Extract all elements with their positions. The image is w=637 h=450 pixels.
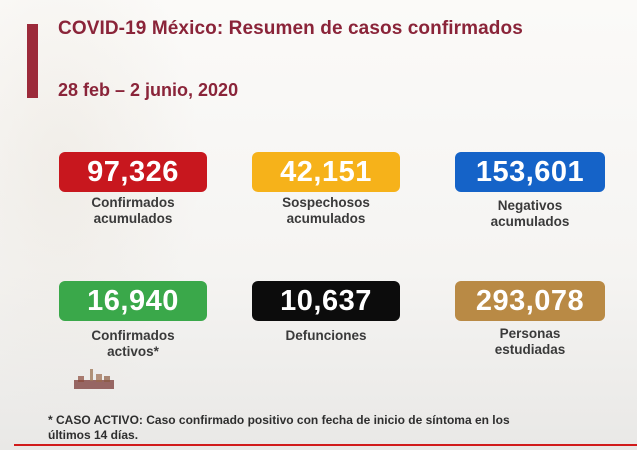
card-label: Confirmados activos* <box>58 328 208 360</box>
footnote: * CASO ACTIVO: Caso confirmado positivo … <box>48 413 608 443</box>
accent-bar <box>27 24 38 98</box>
card-personas-estudiadas: 293,078 Personas estudiadas <box>455 281 605 358</box>
card-confirmados-acumulados: 97,326 Confirmados acumulados <box>58 152 208 227</box>
card-label: Confirmados acumulados <box>58 195 208 227</box>
card-label: Personas estudiadas <box>455 326 605 358</box>
value-box: 10,637 <box>252 281 400 321</box>
label-line: Defunciones <box>285 328 367 343</box>
footnote-line: últimos 14 días. <box>48 428 139 442</box>
card-sospechosos-acumulados: 42,151 Sospechosos acumulados <box>251 152 401 227</box>
page-title: COVID-19 México: Resumen de casos confir… <box>58 18 523 39</box>
card-label: Negativos acumulados <box>455 198 605 230</box>
card-label: Sospechosos acumulados <box>251 195 401 227</box>
card-confirmados-activos: 16,940 Confirmados activos* <box>58 281 208 360</box>
label-line: acumulados <box>286 211 366 226</box>
government-building-emblem-icon <box>74 369 114 389</box>
label-line: Confirmados <box>91 328 175 343</box>
label-line: estudiadas <box>494 342 566 357</box>
label-line: Sospechosos <box>282 195 370 210</box>
label-line: Negativos <box>497 198 563 213</box>
card-negativos-acumulados: 153,601 Negativos acumulados <box>455 152 605 230</box>
label-line: activos* <box>107 344 159 359</box>
value-box: 16,940 <box>59 281 207 321</box>
date-range: 28 feb – 2 junio, 2020 <box>58 80 239 100</box>
label-line: acumulados <box>490 214 570 229</box>
value-box: 42,151 <box>252 152 400 192</box>
value-box: 97,326 <box>59 152 207 192</box>
value-box: 293,078 <box>455 281 605 321</box>
bottom-divider <box>14 444 637 446</box>
label-line: acumulados <box>93 211 173 226</box>
card-label: Defunciones <box>251 328 401 344</box>
label-line: Confirmados <box>91 195 175 210</box>
value-box: 153,601 <box>455 152 605 192</box>
label-line: Personas <box>499 326 561 341</box>
footnote-line: * CASO ACTIVO: Caso confirmado positivo … <box>48 413 510 427</box>
card-defunciones: 10,637 Defunciones <box>251 281 401 344</box>
